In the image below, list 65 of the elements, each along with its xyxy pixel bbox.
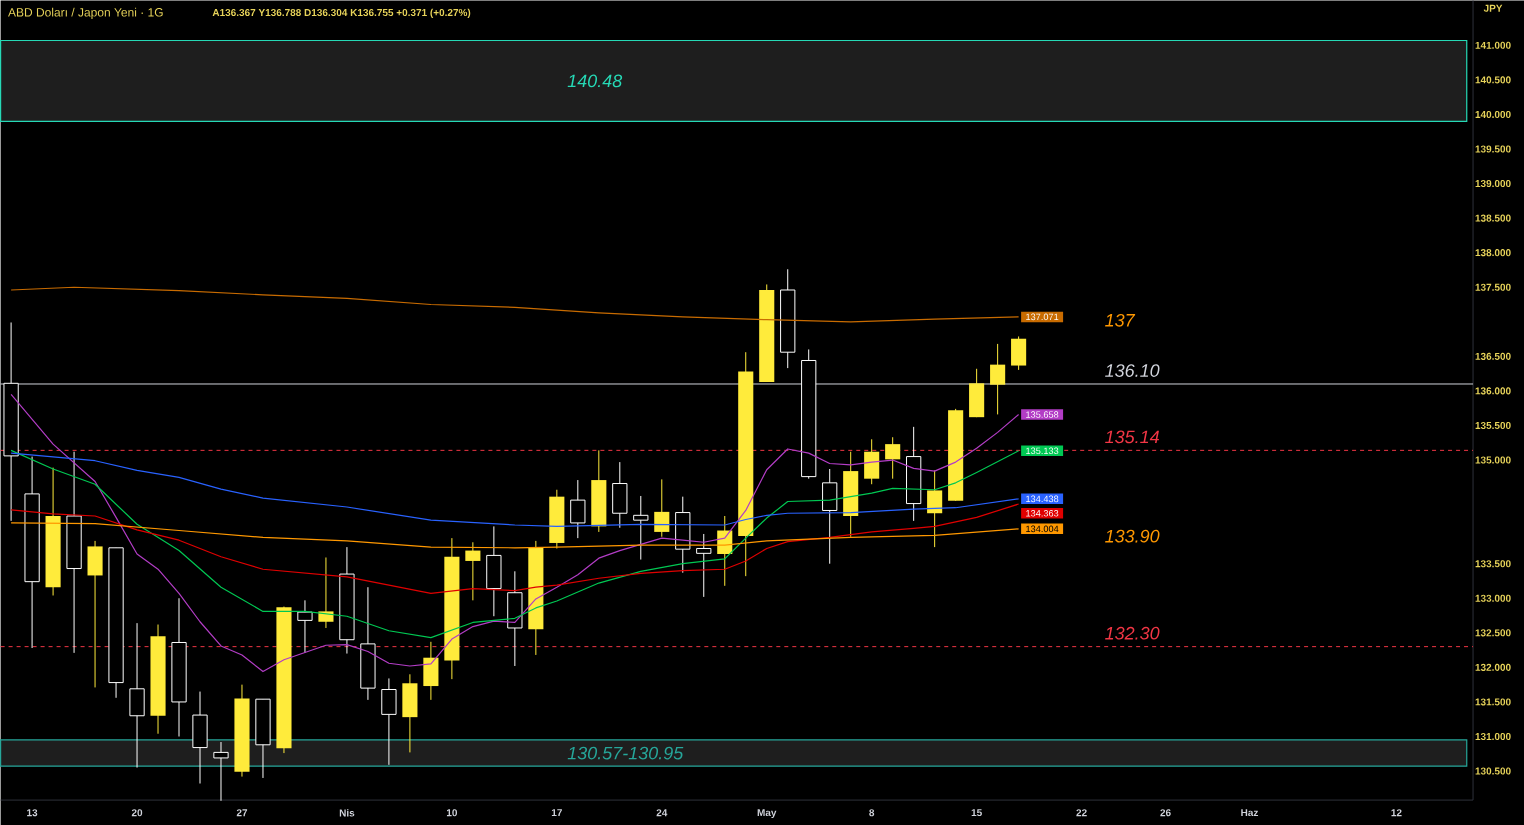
x-tick-label: Haz [1241, 809, 1259, 817]
annotation: 137 [1105, 313, 1136, 327]
y-tick-label: 136.000 [1475, 387, 1511, 395]
y-tick-label: 138.000 [1475, 249, 1511, 257]
y-tick-label: 141.000 [1475, 41, 1511, 49]
data-label: 137.071 [1026, 313, 1059, 321]
x-tick-label: 20 [131, 809, 143, 817]
x-tick-label: 27 [236, 809, 248, 817]
y-tick-label: 140.500 [1475, 76, 1511, 84]
x-tick-label: Nis [339, 809, 355, 817]
candlestick [885, 436, 901, 480]
x-tick-label: 8 [869, 809, 875, 817]
data-label: 134.363 [1026, 509, 1059, 517]
line-series [10, 449, 1020, 639]
y-tick-label: 136.500 [1475, 352, 1511, 360]
y-axis-title: JPY [1483, 4, 1503, 12]
y-tick-label: 140.000 [1475, 110, 1511, 118]
y-tick-label: 139.500 [1475, 145, 1511, 153]
x-tick-label: 17 [551, 809, 562, 816]
candlestick [297, 599, 313, 654]
line-series [10, 393, 1020, 673]
y-tick-label: 135.000 [1475, 456, 1511, 464]
y-tick-label: 133.500 [1475, 560, 1511, 568]
band-label: 140.48 [567, 74, 623, 88]
y-tick-label: 131.000 [1475, 732, 1511, 741]
candlestick [465, 541, 481, 601]
candlestick [696, 533, 712, 598]
annotation: 133.90 [1105, 529, 1160, 543]
candlestick [633, 495, 649, 561]
candlestick [318, 556, 334, 629]
band-label: 130.57-130.95 [567, 746, 684, 760]
candlestick [570, 479, 586, 539]
y-tick-label: 137.500 [1475, 283, 1511, 291]
candlestick [654, 478, 670, 538]
data-label: 134.004 [1026, 525, 1059, 533]
line-series [10, 286, 1020, 323]
candlestick [213, 741, 229, 802]
line-series [10, 452, 1020, 527]
y-tick-label: 133.000 [1475, 594, 1511, 602]
y-tick-label: 132.500 [1475, 629, 1511, 637]
x-tick-label: May [757, 809, 777, 819]
y-tick-label: 131.500 [1475, 698, 1511, 706]
x-tick-label: 15 [971, 809, 982, 817]
x-tick-label: 24 [656, 809, 668, 817]
candlestick [990, 343, 1006, 415]
text: ABD Doları / Japon Yeni · 1G [8, 7, 163, 19]
x-tick-label: 26 [1160, 809, 1171, 817]
y-tick-label: 132.000 [1475, 663, 1511, 671]
ref-line-label: 136.10 [1105, 364, 1160, 377]
text: A136.367 Y136.788 D136.304 K136.755 +0.371 (+0.27%) [212, 8, 471, 18]
x-tick-label: 13 [27, 809, 38, 817]
data-label: 135.133 [1026, 447, 1059, 455]
y-tick-label: 130.500 [1475, 767, 1511, 775]
y-tick-label: 139.000 [1475, 179, 1511, 188]
data-label: 135.658 [1026, 411, 1059, 418]
data-label: 134.438 [1026, 495, 1059, 503]
line-series [10, 503, 1020, 594]
candlestick [927, 469, 943, 548]
x-tick-label: 10 [446, 809, 458, 817]
y-tick-label: 138.500 [1475, 214, 1511, 222]
y-tick-label: 135.500 [1475, 421, 1511, 429]
x-tick-label: 12 [1391, 809, 1402, 817]
ref-line-label: 135.14 [1105, 430, 1159, 444]
x-tick-label: 22 [1076, 809, 1087, 817]
ref-line-label: 132.30 [1105, 626, 1160, 640]
